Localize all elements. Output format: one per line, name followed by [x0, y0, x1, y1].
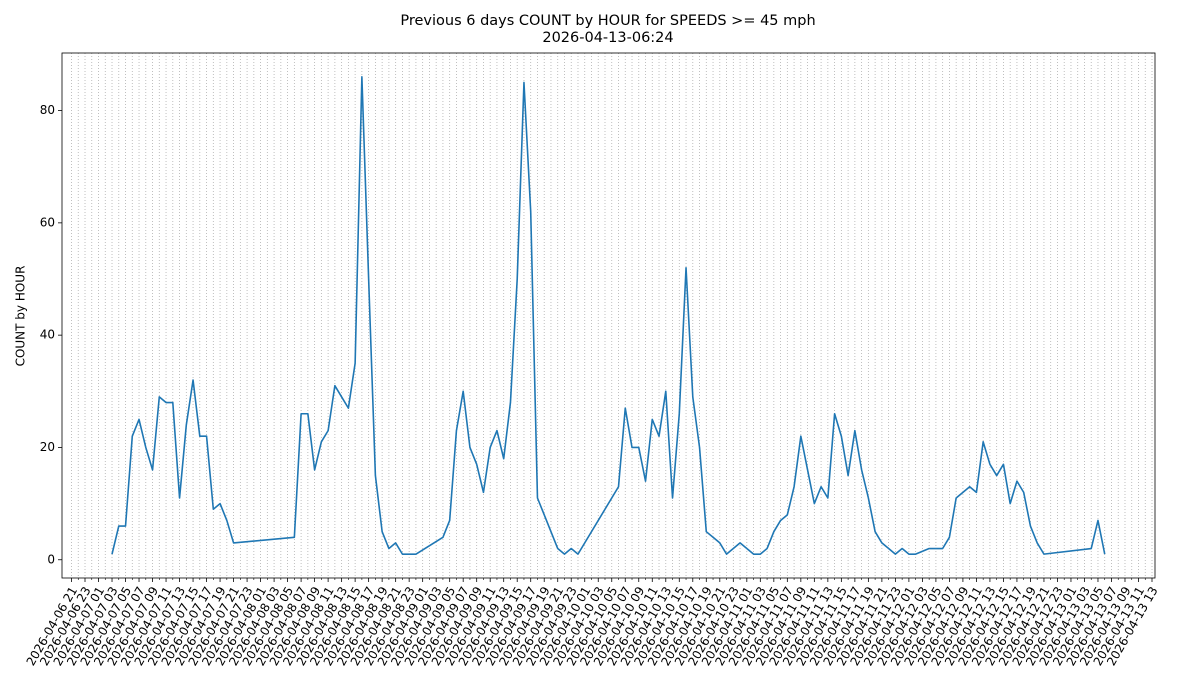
- y-tick-label: 0: [47, 552, 55, 566]
- chart-subtitle: 2026-04-13-06:24: [542, 30, 673, 46]
- y-axis-label: COUNT by HOUR: [14, 266, 28, 367]
- data-line: [111, 76, 1106, 555]
- y-tick-label: 40: [40, 328, 55, 342]
- y-tick-label: 60: [40, 215, 55, 229]
- y-tick-label: 80: [40, 103, 55, 117]
- chart-title: Previous 6 days COUNT by HOUR for SPEEDS…: [400, 13, 815, 29]
- plot-frame: [61, 52, 1156, 579]
- y-tick-label: 20: [40, 440, 55, 454]
